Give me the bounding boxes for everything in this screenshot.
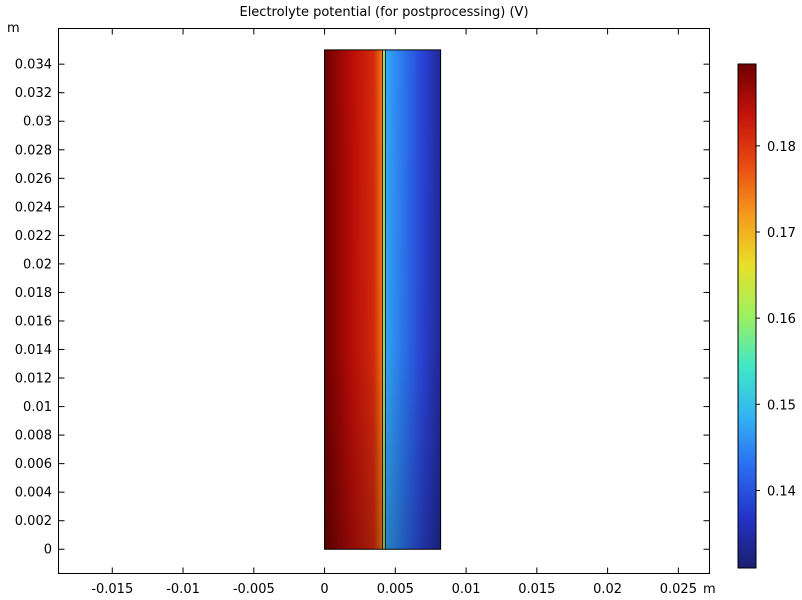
y-tick-label: 0.012 [15, 372, 52, 387]
x-tick-label: -0.015 [91, 582, 133, 597]
y-tick-label: 0.01 [23, 400, 52, 415]
y-tick-label: 0.014 [15, 343, 52, 358]
y-tick-label: 0.034 [15, 58, 52, 73]
y-tick-label: 0.018 [15, 286, 52, 301]
colorbar-gradient [738, 64, 756, 568]
x-tick-label: -0.005 [233, 582, 275, 597]
y-tick-label: 0.024 [15, 200, 52, 215]
y-tick-label: 0 [44, 543, 52, 558]
colorbar: 0.14 0.15 0.16 0.17 0.18 [738, 64, 796, 568]
x-tick-label: 0.025 [660, 582, 697, 597]
x-tick-label: 0.005 [377, 582, 414, 597]
x-tick-label: 0.01 [452, 582, 481, 597]
colorbar-tick-label: 0.15 [767, 398, 796, 413]
colorbar-tick-label: 0.14 [767, 484, 796, 499]
y-tick-label: 0.032 [15, 86, 52, 101]
y-tick-label: 0.03 [23, 115, 52, 130]
y-tick-label: 0.022 [15, 229, 52, 244]
colorbar-tick-label: 0.18 [767, 140, 796, 155]
colorbar-tick-label: 0.17 [767, 226, 796, 241]
y-tick-label: 0.028 [15, 143, 52, 158]
colorbar-tick-label: 0.16 [767, 312, 796, 327]
chart-title: Electrolyte potential (for postprocessin… [239, 5, 528, 20]
y-tick-label: 0.004 [15, 486, 52, 501]
x-tick-label: 0.02 [593, 582, 622, 597]
x-tick-label: 0.015 [518, 582, 555, 597]
y-tick-label: 0.006 [15, 457, 52, 472]
y-tick-label: 0.008 [15, 429, 52, 444]
y-tick-label: 0.002 [15, 514, 52, 529]
x-axis-unit: m [703, 582, 716, 597]
y-tick-label: 0.026 [15, 172, 52, 187]
x-tick-label: -0.01 [166, 582, 200, 597]
potential-field [325, 50, 441, 549]
colorbar-ticks: 0.14 0.15 0.16 0.17 0.18 [756, 140, 796, 500]
y-axis-unit: m [7, 21, 20, 36]
x-tick-label: 0 [320, 582, 328, 597]
y-tick-label: 0.016 [15, 314, 52, 329]
y-tick-label: 0.02 [23, 257, 52, 272]
